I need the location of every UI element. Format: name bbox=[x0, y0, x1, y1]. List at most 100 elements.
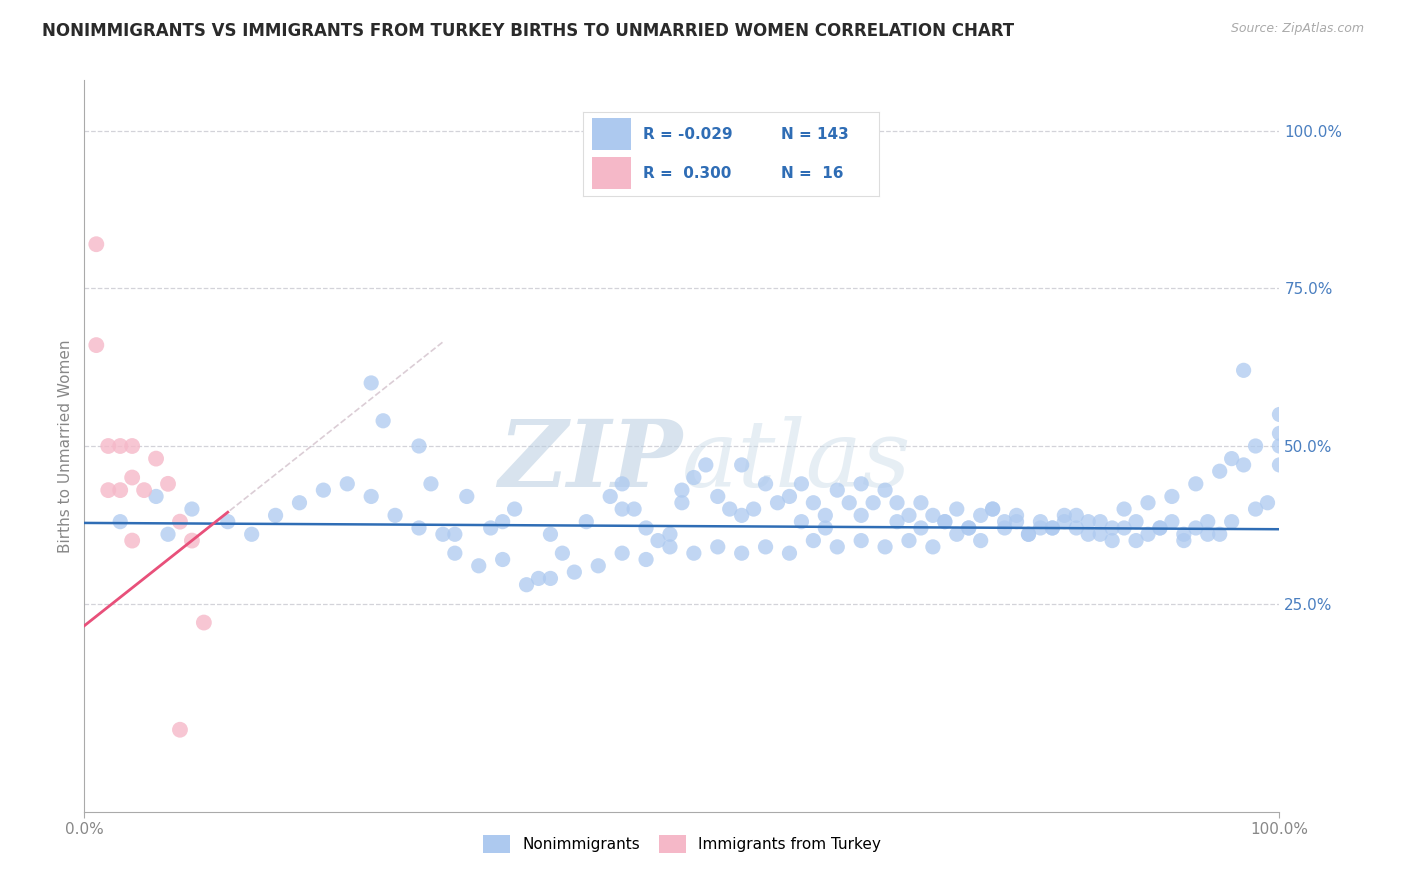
Point bbox=[779, 546, 801, 560]
Point bbox=[575, 515, 598, 529]
Point bbox=[1137, 527, 1160, 541]
Point bbox=[718, 502, 741, 516]
Point bbox=[898, 533, 921, 548]
Point bbox=[1090, 515, 1112, 529]
Point bbox=[1018, 527, 1040, 541]
Point bbox=[97, 439, 120, 453]
Point bbox=[981, 502, 1004, 516]
Point bbox=[169, 515, 191, 529]
Point bbox=[970, 508, 993, 523]
Point bbox=[970, 533, 993, 548]
Point bbox=[1114, 521, 1136, 535]
Point bbox=[169, 723, 191, 737]
Point bbox=[851, 508, 873, 523]
Point bbox=[1005, 515, 1028, 529]
Text: ZIP: ZIP bbox=[498, 416, 682, 506]
Point bbox=[527, 571, 550, 585]
Point bbox=[636, 521, 658, 535]
Text: atlas: atlas bbox=[682, 416, 911, 506]
Bar bbox=[592, 119, 631, 151]
Point bbox=[612, 546, 634, 560]
Point bbox=[1137, 496, 1160, 510]
Point bbox=[1149, 521, 1171, 535]
Point bbox=[707, 490, 730, 504]
Point bbox=[468, 558, 491, 573]
Text: N =  16: N = 16 bbox=[782, 166, 844, 181]
Point bbox=[910, 521, 932, 535]
Point bbox=[110, 515, 132, 529]
Point bbox=[408, 439, 430, 453]
Point bbox=[636, 552, 658, 566]
Point bbox=[1185, 476, 1208, 491]
Point bbox=[145, 451, 167, 466]
Point bbox=[671, 483, 693, 497]
Point bbox=[1233, 363, 1256, 377]
Point bbox=[1077, 527, 1099, 541]
Point bbox=[683, 470, 706, 484]
Point bbox=[1090, 527, 1112, 541]
Point bbox=[121, 533, 143, 548]
Point bbox=[1161, 515, 1184, 529]
Point bbox=[288, 496, 311, 510]
Point bbox=[1161, 490, 1184, 504]
Point bbox=[862, 496, 884, 510]
Legend: Nonimmigrants, Immigrants from Turkey: Nonimmigrants, Immigrants from Turkey bbox=[477, 829, 887, 859]
Point bbox=[755, 476, 778, 491]
Point bbox=[97, 483, 120, 497]
Point bbox=[492, 552, 515, 566]
Point bbox=[1066, 521, 1088, 535]
Point bbox=[1114, 502, 1136, 516]
Point bbox=[1149, 521, 1171, 535]
Point bbox=[886, 496, 908, 510]
Point bbox=[479, 521, 502, 535]
Point bbox=[1101, 521, 1123, 535]
Point bbox=[110, 439, 132, 453]
Point bbox=[264, 508, 287, 523]
Point bbox=[803, 496, 825, 510]
Point bbox=[540, 571, 562, 585]
Point bbox=[1077, 515, 1099, 529]
Point bbox=[779, 490, 801, 504]
Point bbox=[695, 458, 717, 472]
Point bbox=[1220, 515, 1243, 529]
Point bbox=[181, 502, 204, 516]
Point bbox=[766, 496, 789, 510]
Point bbox=[1125, 515, 1147, 529]
Point bbox=[755, 540, 778, 554]
Point bbox=[981, 502, 1004, 516]
Point bbox=[516, 578, 538, 592]
Point bbox=[946, 527, 969, 541]
Bar bbox=[592, 157, 631, 189]
Point bbox=[121, 470, 143, 484]
Point bbox=[731, 546, 754, 560]
Point bbox=[814, 521, 837, 535]
Point bbox=[564, 565, 586, 579]
Point bbox=[1209, 464, 1232, 478]
Point bbox=[659, 527, 682, 541]
Point bbox=[1029, 515, 1052, 529]
Point bbox=[86, 237, 108, 252]
Point bbox=[790, 515, 813, 529]
Text: NONIMMIGRANTS VS IMMIGRANTS FROM TURKEY BIRTHS TO UNMARRIED WOMEN CORRELATION CH: NONIMMIGRANTS VS IMMIGRANTS FROM TURKEY … bbox=[42, 22, 1014, 40]
Point bbox=[707, 540, 730, 554]
Point bbox=[373, 414, 395, 428]
Point bbox=[922, 508, 945, 523]
Point bbox=[444, 546, 467, 560]
Point bbox=[1018, 527, 1040, 541]
Point bbox=[1173, 533, 1195, 548]
Point bbox=[444, 527, 467, 541]
Point bbox=[1042, 521, 1064, 535]
Point bbox=[540, 527, 562, 541]
Point bbox=[86, 338, 108, 352]
Point bbox=[1268, 408, 1291, 422]
Point bbox=[1066, 508, 1088, 523]
Point bbox=[503, 502, 526, 516]
Point bbox=[1005, 508, 1028, 523]
Point bbox=[110, 483, 132, 497]
Point bbox=[827, 540, 849, 554]
Point bbox=[814, 508, 837, 523]
Point bbox=[623, 502, 645, 516]
Point bbox=[1197, 527, 1219, 541]
Point bbox=[1053, 515, 1076, 529]
Point bbox=[957, 521, 980, 535]
